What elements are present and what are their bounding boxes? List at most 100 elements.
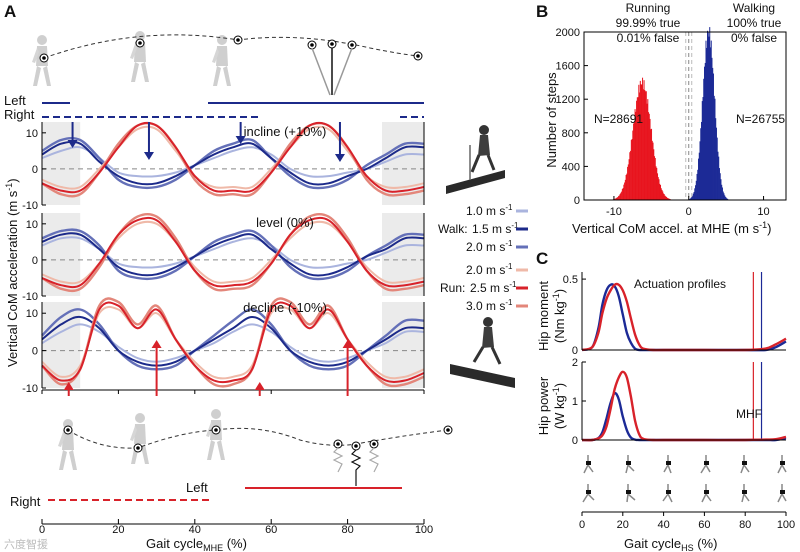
histogram-bar [641, 84, 643, 200]
histogram-bar [643, 80, 645, 200]
hip-moment-plot: 00.5 [563, 272, 787, 357]
histogram-bar [615, 198, 617, 200]
svg-text:2.0 m s-1: 2.0 m s-1 [466, 262, 513, 277]
condition-label: incline (+10%) [244, 124, 327, 139]
histogram-bar [616, 197, 618, 200]
histogram-bar [626, 173, 628, 200]
panel-a-ylabel: Vertical CoM acceleration (m s-1) [4, 178, 20, 367]
hip-moment-units: (Nm kg-1) [551, 289, 567, 343]
histogram-bar [636, 100, 638, 200]
histogram-bar [689, 198, 691, 200]
histogram-bar [651, 140, 653, 200]
svg-text:3.0 m s-1: 3.0 m s-1 [466, 298, 513, 313]
series-line-5 [41, 216, 425, 289]
panel-a-letter: A [4, 2, 16, 21]
running-n: N=28691 [594, 112, 643, 126]
histogram-bar [655, 166, 657, 200]
histogram-bar [720, 179, 722, 200]
watermark: 六度智援 [4, 537, 48, 551]
histogram-bar [666, 197, 668, 200]
histogram-bar [636, 97, 638, 200]
histogram-bar [692, 193, 694, 200]
histogram-bar [715, 127, 717, 200]
histogram-bar [657, 177, 659, 200]
histogram-bar [726, 198, 728, 200]
panel-a-subplot-2: 10 0 -10 level (0%) [22, 212, 425, 303]
stance-left-run-label: Left [186, 480, 208, 495]
actuation-title: Actuation profiles [634, 277, 726, 291]
histogram-bar [705, 40, 707, 200]
histogram-bar [660, 188, 662, 200]
condition-label: level (0%) [256, 215, 314, 230]
y-tick-label: 0 [572, 435, 578, 447]
histogram-bar [719, 173, 721, 200]
histogram-bar [654, 156, 656, 200]
histogram-bar [651, 128, 653, 200]
histogram-bar [623, 184, 625, 200]
histogram-bar [695, 180, 697, 200]
y-tick-label: 0.5 [563, 274, 578, 286]
series-line-4 [41, 305, 425, 380]
histogram-bar [658, 179, 660, 200]
series-line-3 [41, 308, 425, 371]
y-tick-label: 1600 [556, 61, 580, 73]
histogram-bar [645, 91, 647, 200]
x-tick-label: 60 [265, 524, 277, 536]
histogram-bar [689, 198, 691, 200]
histogram-bar [718, 168, 720, 200]
histogram-bar [614, 198, 616, 200]
treadmill-decline-photo [450, 317, 515, 388]
histogram-bar [645, 91, 647, 200]
histogram-bar [702, 97, 704, 200]
histogram-bar [667, 198, 669, 200]
histogram-bar [664, 195, 666, 200]
histogram-bar [647, 99, 649, 200]
histogram-bar [701, 121, 703, 200]
running-true: 99.99% true [616, 16, 681, 30]
com-trajectory-run [67, 427, 449, 449]
histogram-bar [727, 198, 729, 200]
walking-n: N=26755 [736, 112, 785, 126]
histogram-bar [718, 156, 720, 200]
histogram-bar [707, 30, 708, 200]
y-tick-label: 1 [572, 396, 578, 408]
histogram-bar [703, 78, 705, 200]
histogram-bar [668, 198, 670, 200]
histogram-bar [628, 159, 630, 200]
histogram-bar [695, 185, 697, 200]
x-tick-label: 100 [415, 524, 433, 536]
gait-stick-figures [582, 455, 787, 503]
histogram-bar [665, 196, 667, 200]
histogram-bar [633, 123, 635, 200]
histogram-bar [709, 47, 711, 200]
histogram-bar [690, 197, 692, 200]
mhf-label: MHF [736, 407, 762, 421]
walking-true: 100% true [727, 16, 782, 30]
histogram-bar [622, 188, 624, 200]
histogram-bar [648, 112, 650, 200]
x-tick-label: 60 [698, 519, 710, 531]
y-tick-label: -10 [22, 200, 38, 212]
histogram-bar [721, 184, 723, 200]
histogram-bar [662, 191, 664, 200]
histogram-bar [621, 191, 623, 200]
histogram-bar [660, 184, 662, 200]
histogram-bar [629, 152, 631, 200]
histogram-bar [642, 77, 644, 200]
histogram-bar [661, 189, 663, 200]
histogram-bar [635, 111, 637, 200]
panel-c-letter: C [536, 249, 548, 268]
series-line-1 [41, 323, 425, 363]
histogram-bar [721, 187, 723, 200]
histogram-bar [714, 98, 716, 200]
histogram-bar [642, 89, 644, 200]
panel-b-frame [583, 31, 787, 201]
histogram-bar [724, 195, 726, 200]
histogram-bar [632, 130, 634, 200]
y-tick-label: 2 [572, 357, 578, 369]
speed-legend: 1.0 m s-1 Walk: 1.5 m s-1 2.0 m s-1 2.0 … [438, 203, 528, 313]
histogram-bar [663, 194, 665, 200]
hip-power-units: (W kg-1) [551, 383, 567, 429]
spring-mass-leg [350, 449, 362, 486]
